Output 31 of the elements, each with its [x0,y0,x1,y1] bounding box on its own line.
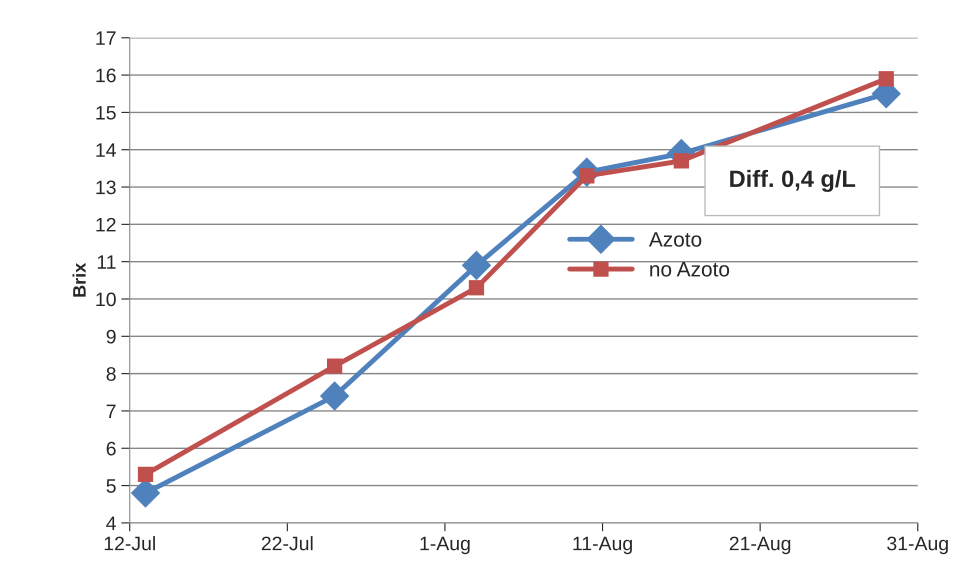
x-tick-label: 22-Jul [262,536,313,550]
legend-label: Azoto [648,232,702,247]
legend-label: no Azoto [650,262,730,277]
x-tick-label: 11-Aug [573,536,632,554]
y-tick-label: 13 [96,180,116,194]
y-tick-label: 17 [96,31,116,45]
y-tick-label: 10 [96,292,116,306]
x-tick-label: 31-Aug [887,536,948,554]
point [326,358,342,374]
point [462,250,491,280]
y-axis-title: Brix [72,262,86,297]
point [468,280,484,296]
y-tick-label: 15 [96,106,116,120]
annotation: Diff. 0,4 g/L [730,170,856,192]
x-tick-label: 12-Jul [104,536,155,550]
point [878,71,894,86]
y-tick-label: 14 [96,143,116,157]
point [320,382,350,410]
point [674,153,689,169]
point [138,466,154,482]
y-tick-label: 6 [106,442,116,456]
x-tick-label: 21-Aug [730,536,790,554]
y-tick-label: 11 [98,255,116,269]
y-tick-label: 7 [106,404,116,418]
y-tick-label: 5 [106,479,116,493]
y-tick-label: 8 [106,367,116,381]
y-tick-label: 9 [106,330,116,344]
y-tick-label: 16 [96,68,116,82]
x-tick-label: 1-Aug [420,536,470,554]
y-tick-label: 12 [96,218,116,232]
y-tick-label: 4 [106,516,116,530]
